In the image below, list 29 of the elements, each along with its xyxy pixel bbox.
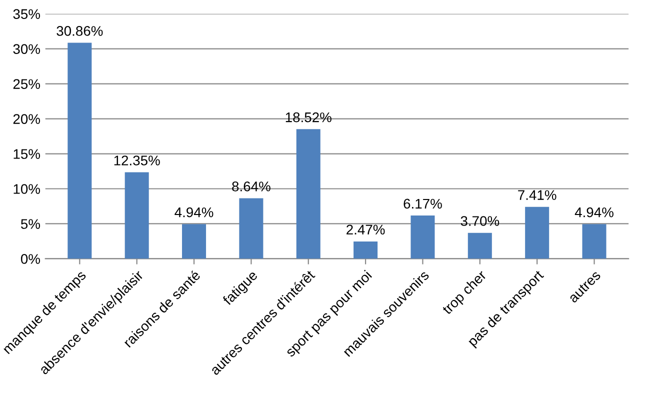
bar [124,172,149,259]
y-tick-label: 0% [20,254,40,264]
data-label: 3.70% [460,216,500,226]
bar [68,42,92,259]
bar [354,241,378,259]
data-label: 18.52% [286,112,332,122]
data-label: 6.17% [404,198,442,209]
data-label: 4.94% [174,207,214,218]
bar [182,224,206,259]
bar [239,198,264,259]
bar [410,216,435,259]
bar [468,232,492,259]
bar [296,129,320,259]
y-tick-label: 35% [13,9,40,19]
y-tick-label: 20% [13,114,40,124]
y-tick-label: 15% [14,149,40,159]
data-label: 4.94% [574,207,614,218]
y-tick-label: 30% [13,44,40,54]
bar [525,206,550,259]
y-tick-label: 5% [20,219,40,229]
data-label: 12.35% [114,156,160,166]
data-label: 30.86% [56,26,103,36]
y-tick-label: 10% [14,184,40,194]
y-tick-label: 25% [13,79,40,89]
data-label: 7.41% [518,190,556,200]
bar [582,224,606,259]
x-tick-label: trop cher [441,269,489,317]
data-label: 8.64% [232,182,270,192]
data-label: 2.47% [346,224,385,234]
